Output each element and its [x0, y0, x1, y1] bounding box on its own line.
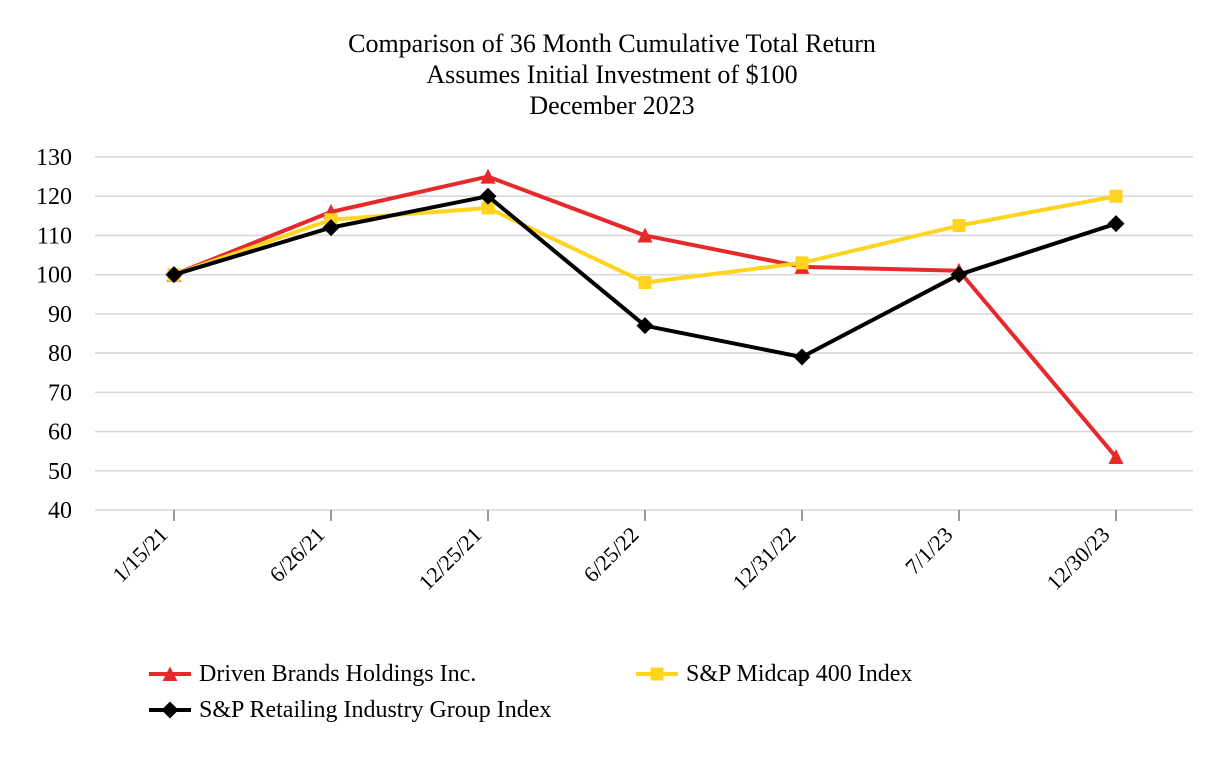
x-tick-label: 12/30/23 [1042, 522, 1115, 595]
series-driven-brands-holdings-inc-point-marker [1108, 449, 1124, 465]
y-tick-label: 40 [48, 498, 72, 524]
series-driven-brands-holdings-inc-line [173, 174, 1118, 459]
series-s-p-retailing-industry-group-index-point-marker [793, 348, 811, 366]
triangle-marker-icon [149, 666, 191, 681]
series-driven-brands-holdings-inc-point-marker [637, 227, 653, 243]
x-tick-label: 6/26/21 [264, 522, 329, 587]
legend-label-driven-brands: Driven Brands Holdings Inc. [199, 660, 477, 687]
series-s-p-retailing-industry-group-index-point-marker [322, 219, 340, 237]
y-tick-label: 130 [36, 145, 72, 171]
series-s-p-retailing-industry-group-index-point-marker [1107, 215, 1125, 233]
legend-label-sp-retailing: S&P Retailing Industry Group Index [199, 696, 552, 723]
series-s-p-retailing-industry-group-index-point-marker [479, 187, 497, 205]
series-s-p-retailing-industry-group-index-point-marker [165, 266, 183, 284]
series-s-p-midcap-400-index-point-marker [795, 256, 809, 270]
legend-item-sp-retailing: S&P Retailing Industry Group Index [148, 697, 635, 724]
legend-label-sp-midcap: S&P Midcap 400 Index [686, 660, 913, 687]
series-s-p-midcap-400-index-point-marker [1109, 189, 1123, 203]
square-marker-icon [636, 667, 678, 681]
x-tick-label: 6/25/22 [578, 522, 643, 587]
series-s-p-midcap-400-index-point-marker [481, 201, 495, 215]
y-tick-label: 90 [48, 302, 72, 328]
chart-title-line-1: Comparison of 36 Month Cumulative Total … [348, 29, 876, 58]
series-driven-brands-holdings-inc-point-marker [480, 168, 496, 184]
x-tick-label: 12/31/22 [728, 522, 801, 595]
legend-row: Driven Brands Holdings Inc. S&P Midcap 4… [148, 656, 1188, 692]
chart-legend: Driven Brands Holdings Inc. S&P Midcap 4… [148, 656, 1188, 728]
x-tick-label: 12/25/21 [414, 522, 487, 595]
legend-item-driven-brands: Driven Brands Holdings Inc. [148, 661, 635, 688]
legend-row: S&P Retailing Industry Group Index [148, 692, 1188, 728]
legend-item-sp-midcap: S&P Midcap 400 Index [635, 661, 912, 688]
y-tick-label: 110 [37, 223, 72, 249]
series-s-p-midcap-400-index-point-marker [638, 276, 652, 290]
y-tick-label: 70 [48, 380, 72, 406]
x-tick-label: 1/15/21 [107, 522, 172, 587]
y-tick-label: 60 [48, 420, 72, 446]
chart-title-line-2: Assumes Initial Investment of $100 [426, 60, 798, 89]
chart-title: Comparison of 36 Month Cumulative Total … [0, 28, 1224, 121]
y-tick-label: 50 [48, 459, 72, 485]
series-s-p-retailing-industry-group-index-point-marker [636, 317, 654, 335]
diamond-marker-icon [149, 701, 191, 719]
x-tick-label: 7/1/23 [900, 522, 957, 579]
series-s-p-retailing-industry-group-index-point-marker [950, 266, 968, 284]
chart-title-line-3: December 2023 [529, 91, 695, 120]
series-s-p-midcap-400-index-point-marker [952, 219, 966, 233]
y-tick-label: 80 [48, 341, 72, 367]
y-tick-label: 120 [36, 184, 72, 210]
y-tick-label: 100 [36, 263, 72, 289]
